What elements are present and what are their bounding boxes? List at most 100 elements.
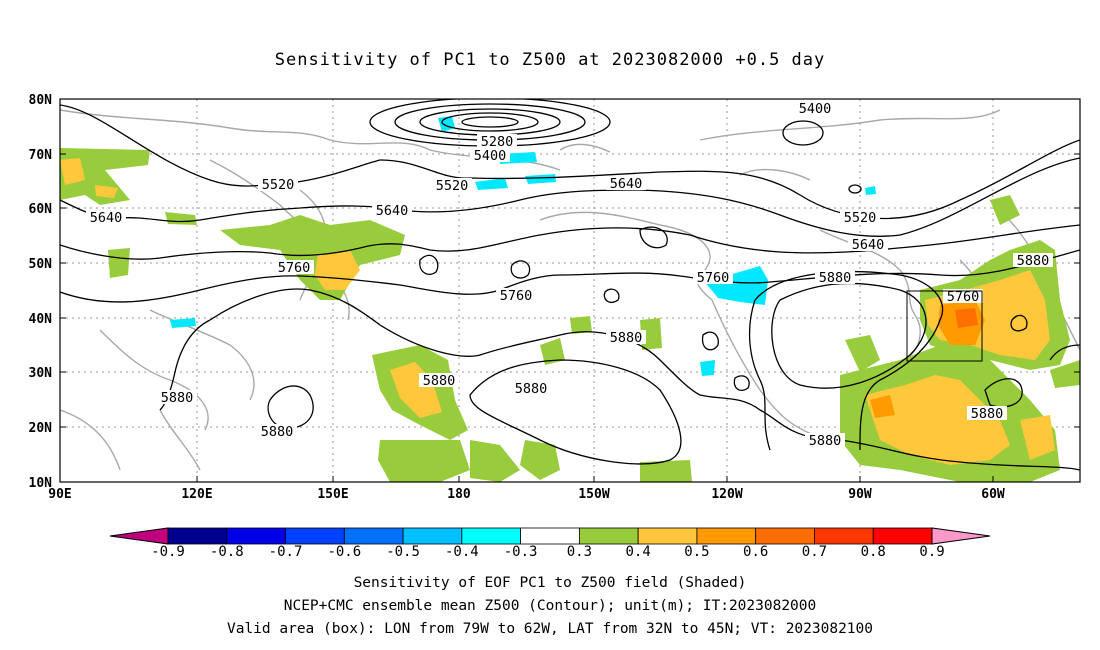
contour-label: 5880 <box>423 373 456 389</box>
contour-label-bg <box>795 101 835 115</box>
lon-label: 60W <box>981 487 1005 502</box>
contour-label-bg <box>943 289 983 303</box>
contour-label-bg <box>815 270 855 284</box>
colorbar-swatch <box>696 527 757 545</box>
colorbar-tick-label: -0.7 <box>268 544 303 560</box>
lat-label: 10N <box>29 476 53 491</box>
lon-label: 90W <box>848 487 872 502</box>
colorbar-max-arrow <box>931 527 991 545</box>
contour-label: 5520 <box>844 210 877 226</box>
contour-label-bg <box>967 406 1007 420</box>
contour-label: 5520 <box>436 178 469 194</box>
colorbar-tick-label: 0.8 <box>860 544 886 560</box>
colorbar-swatch <box>285 527 345 545</box>
colorbar-swatch <box>520 527 580 545</box>
sensitivity-shading <box>60 116 1080 482</box>
contour-label-bg <box>840 210 880 224</box>
contour-label-bg <box>258 177 298 191</box>
caption-line-1: Sensitivity of EOF PC1 to Z500 field (Sh… <box>353 575 747 591</box>
contour-label: 5760 <box>697 270 730 286</box>
colorbar-tick-label: -0.5 <box>386 544 420 560</box>
colorbar-tick-label: 0.6 <box>743 544 769 560</box>
axis-ticks <box>60 153 1080 482</box>
contour-label-bg <box>470 148 510 162</box>
colorbar-tick-label: 0.5 <box>684 544 710 560</box>
colorbar-swatch <box>872 527 933 545</box>
graticule <box>60 99 1080 482</box>
colorbar-swatch <box>167 527 228 545</box>
latitude-labels: 80N 70N 60N 50N 40N 30N 20N 10N <box>29 93 53 491</box>
contour-label: 5880 <box>161 390 194 406</box>
colorbar-swatch <box>226 527 286 545</box>
contour-label: 5520 <box>262 177 295 193</box>
contour-label-bg <box>419 373 459 387</box>
colorbar-swatch <box>755 527 815 545</box>
contour-label-bg <box>606 176 646 190</box>
contour-label-bg <box>496 288 536 302</box>
lon-label: 120E <box>181 487 212 502</box>
valid-area-box <box>906 290 983 362</box>
contour-label-bg <box>157 390 197 404</box>
contour-label-bg <box>257 424 297 438</box>
map-frame <box>59 98 1081 483</box>
colorbar-tick-label: 0.7 <box>801 544 828 560</box>
lat-label: 60N <box>29 202 53 217</box>
contour-label: 5640 <box>376 203 409 219</box>
colorbar-min-arrow <box>109 527 169 545</box>
contour-label: 5640 <box>610 176 643 192</box>
lat-label: 80N <box>29 93 53 108</box>
colorbar-tick-label: -0.4 <box>444 544 479 560</box>
contour-label: 5760 <box>500 288 533 304</box>
contour-label: 5640 <box>852 237 885 253</box>
contour-label: 5880 <box>261 424 294 440</box>
lon-label: 150W <box>578 487 609 502</box>
map-title: Sensitivity of PC1 to Z500 at 2023082000… <box>274 50 826 70</box>
contour-label-bg <box>606 330 646 344</box>
colorbar-tick-label: -0.9 <box>151 544 185 560</box>
contour-label: 5880 <box>971 406 1004 422</box>
colorbar-swatch <box>402 527 463 545</box>
contour-label: 5760 <box>947 289 980 305</box>
contour-label-bg <box>693 270 733 284</box>
contour-label: 5400 <box>474 148 507 164</box>
colorbar-swatch <box>461 527 522 545</box>
lat-label: 30N <box>29 366 53 381</box>
contour-label: 5880 <box>1017 253 1050 269</box>
colorbar-tick-label: -0.3 <box>503 544 538 560</box>
contour-label: 5880 <box>819 270 852 286</box>
contour-label-bg <box>477 134 517 148</box>
contour-label: 5760 <box>278 260 311 276</box>
colorbar-tick-label: 0.4 <box>625 544 651 560</box>
lat-label: 70N <box>29 148 53 163</box>
contour-label-bg <box>805 433 845 447</box>
contour-label: 5400 <box>799 101 832 117</box>
contour-label: 5880 <box>809 433 842 449</box>
lat-label: 20N <box>29 421 53 436</box>
lon-label: 120W <box>711 487 742 502</box>
contour-label-bg <box>372 203 412 217</box>
contour-label-bg <box>511 381 551 395</box>
caption-line-2: NCEP+CMC ensemble mean Z500 (Contour); u… <box>283 598 817 614</box>
colorbar-tick-label: -0.8 <box>209 544 244 560</box>
contour-label-bg <box>274 260 314 274</box>
contour-label-bg <box>1013 253 1053 267</box>
colorbar-tick-label: 0.3 <box>566 544 593 560</box>
colorbar-tick-label: 0.9 <box>919 544 945 560</box>
colorbar-swatch <box>343 527 404 545</box>
contour-label: 5880 <box>610 330 643 346</box>
colorbar <box>109 527 991 545</box>
colorbar-swatch <box>637 527 698 545</box>
colorbar-swatch <box>814 527 874 545</box>
colorbar-tick-label: -0.6 <box>327 544 362 560</box>
lon-label: 90E <box>48 487 71 502</box>
longitude-labels: 90E 120E 150E 180 150W 120W 90W 60W <box>48 487 1005 502</box>
contour-label: 5880 <box>515 381 548 397</box>
contour-label-bg <box>848 237 888 251</box>
contour-label: 5280 <box>481 134 514 150</box>
contour-label: 5640 <box>90 210 123 226</box>
caption-line-3: Valid area (box): LON from 79W to 62W, L… <box>226 621 873 637</box>
lat-label: 50N <box>29 257 53 272</box>
lon-label: 180 <box>447 487 471 502</box>
